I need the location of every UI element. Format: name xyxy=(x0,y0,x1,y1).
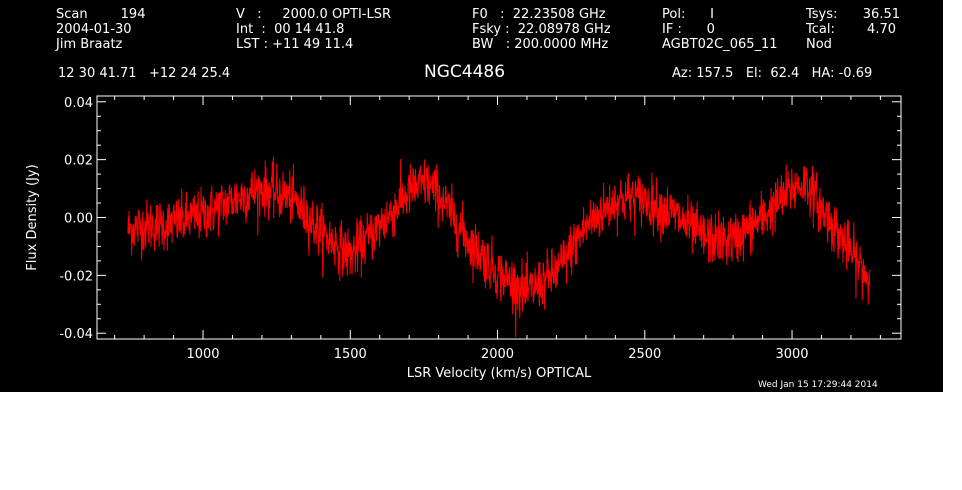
header-bandwidth: BW : 200.0000 MHz xyxy=(472,37,609,52)
x-tick-label: 2500 xyxy=(628,347,661,362)
x-tick-label: 1500 xyxy=(334,347,367,362)
header-fsky: Fsky : 22.08978 GHz xyxy=(472,22,611,37)
header-tsys-label: Tsys: xyxy=(806,7,838,22)
y-tick-label: 0.04 xyxy=(64,96,93,111)
header-coordinates: 12 30 41.71 +12 24 25.4 xyxy=(58,66,231,81)
spectrum-line xyxy=(127,156,871,338)
header-scan: Scan 194 xyxy=(56,7,146,22)
x-tick-label: 1000 xyxy=(186,347,219,362)
y-axis-label: Flux Density (Jy) xyxy=(25,164,40,270)
y-tick-label: 0.02 xyxy=(64,154,93,169)
header-f0: F0 : 22.23508 GHz xyxy=(472,7,606,22)
header-observer: Jim Braatz xyxy=(56,37,123,52)
header-velocity: V : 2000.0 OPTI-LSR xyxy=(236,7,392,22)
header-tcal-label: Tcal: xyxy=(806,22,835,37)
spectrum-chart: 1000 1500 2000 2500 3000 -0.04 -0.02 0.00 0.02 0.… xyxy=(25,95,902,381)
header-tsys-value: 36.51 xyxy=(862,7,900,22)
header-if: IF : 0 xyxy=(662,22,715,37)
y-tick-label: -0.04 xyxy=(59,327,93,342)
header-integration: Int : 00 14 41.8 xyxy=(236,22,345,37)
header-project: AGBT02C_065_11 xyxy=(662,37,778,52)
y-tick-label: -0.02 xyxy=(59,269,93,284)
y-tick-label: 0.00 xyxy=(64,212,93,227)
header-tcal-value: 4.70 xyxy=(867,22,896,37)
header-mode: Nod xyxy=(806,37,832,52)
header-azel: Az: 157.5 El: 62.4 HA: -0.69 xyxy=(672,66,873,81)
x-tick-label: 3000 xyxy=(775,347,808,362)
x-tick-label: 2000 xyxy=(481,347,514,362)
header-lst: LST : +11 49 11.4 xyxy=(236,37,354,52)
plot-panel: Scan 194 2004-01-30 Jim Braatz V : 2000.… xyxy=(0,0,943,392)
source-name: NGC4486 xyxy=(424,62,506,82)
header-date: 2004-01-30 xyxy=(56,22,132,37)
header-pol: Pol: I xyxy=(662,7,714,22)
timestamp: Wed Jan 15 17:29:44 2014 xyxy=(758,380,878,390)
plot-frame xyxy=(96,95,902,340)
x-axis-label: LSR Velocity (km/s) OPTICAL xyxy=(407,366,592,381)
